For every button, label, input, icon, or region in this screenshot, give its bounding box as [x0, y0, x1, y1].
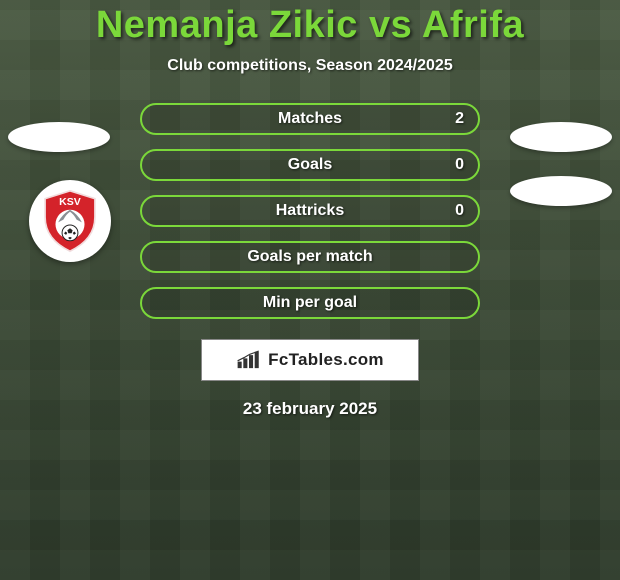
subtitle: Club competitions, Season 2024/2025: [167, 57, 452, 75]
infographic-container: Nemanja Zikic vs Afrifa Club competition…: [0, 0, 620, 580]
stat-label: Goals: [288, 156, 332, 174]
stat-label: Matches: [278, 110, 342, 128]
stat-row-hattricks: Hattricks 0: [140, 195, 480, 227]
stat-row-matches: Matches 2: [140, 103, 480, 135]
date-text: 23 february 2025: [243, 399, 377, 419]
stat-value: 0: [455, 202, 464, 220]
page-title: Nemanja Zikic vs Afrifa: [96, 4, 524, 47]
stat-row-goals-per-match: Goals per match: [140, 241, 480, 273]
stats-area: Matches 2 Goals 0 Hattricks 0 Goals per …: [0, 103, 620, 319]
stat-value: 0: [455, 156, 464, 174]
stat-label: Min per goal: [263, 294, 357, 312]
stat-value: 2: [455, 110, 464, 128]
branding-box[interactable]: FcTables.com: [201, 339, 419, 381]
stat-label: Goals per match: [247, 248, 372, 266]
stat-row-min-per-goal: Min per goal: [140, 287, 480, 319]
stat-row-goals: Goals 0: [140, 149, 480, 181]
branding-text: FcTables.com: [268, 350, 384, 370]
bar-chart-icon: [236, 350, 262, 370]
stat-label: Hattricks: [276, 202, 344, 220]
